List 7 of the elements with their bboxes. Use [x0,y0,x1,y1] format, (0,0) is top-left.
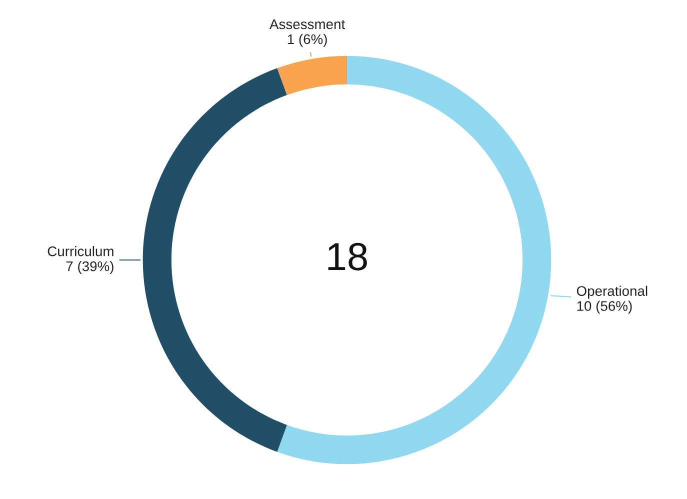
data-label: 1 (6%) [288,34,327,47]
slice-label: Assessment [270,19,346,30]
slice-label: Curriculum [48,246,114,256]
data-label: 7 (39%) [66,261,114,274]
data-label: 10 (56%) [577,300,632,314]
text: 18 [328,242,367,270]
slice-label: Operational [576,286,648,299]
